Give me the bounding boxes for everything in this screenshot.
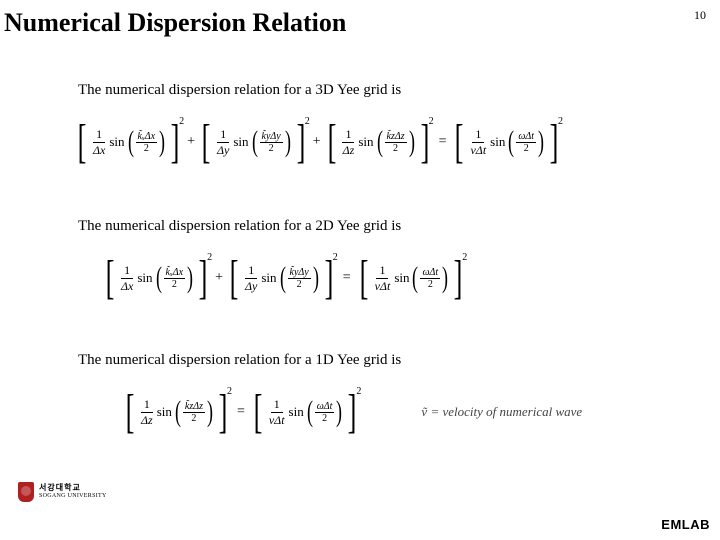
university-logo: 서강대학교 SOGANG UNIVERSITY xyxy=(18,482,107,502)
university-name-kr: 서강대학교 xyxy=(39,484,107,492)
velocity-note: ṽ = velocity of numerical wave xyxy=(421,404,582,420)
section-1d-text: The numerical dispersion relation for a … xyxy=(78,352,401,369)
lab-name: EMLAB xyxy=(661,517,710,532)
equation-2d: [ 1Δx sin ( k̃ₓΔx2 ) ]2 + [ 1Δy sin ( k̃… xyxy=(102,254,467,302)
section-3d-text: The numerical dispersion relation for a … xyxy=(78,82,401,99)
page-title: Numerical Dispersion Relation xyxy=(4,8,346,38)
university-name-en: SOGANG UNIVERSITY xyxy=(39,492,107,500)
shield-icon xyxy=(18,482,34,502)
equation-3d: [ 1Δx sin ( k̃ₓΔx2 ) ]2 + [ 1Δy sin ( k̃… xyxy=(74,118,563,166)
section-2d-text: The numerical dispersion relation for a … xyxy=(78,218,401,235)
equation-1d: [ 1Δz sin ( k̃zΔz2 ) ]2 = [ 1vΔt sin ( ω… xyxy=(122,388,582,436)
page-number: 10 xyxy=(694,8,706,23)
